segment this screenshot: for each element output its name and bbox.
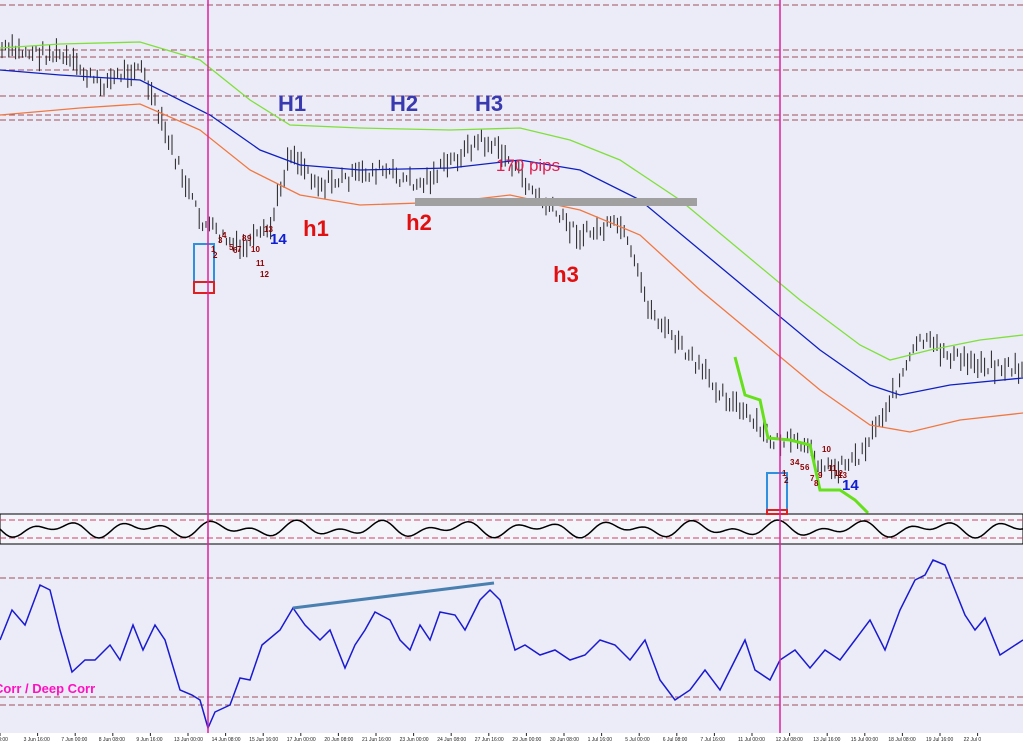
time-axis-label: 8 Jun 08:00 — [99, 737, 125, 743]
count-label: 8 — [814, 479, 819, 488]
count-label: 14 — [842, 477, 859, 494]
time-axis-label: 24 Jun 08:00 — [437, 737, 466, 743]
time-axis-label: 14 Jun 08:00 — [212, 737, 241, 743]
trough-label: h2 — [406, 210, 432, 235]
time-axis-label: 30 Jun 08:00 — [550, 737, 579, 743]
price-bars — [1, 34, 1023, 484]
count-label: 11 — [256, 259, 265, 268]
time-axis-label: 1 Jul 16:00 — [588, 737, 613, 743]
time-axis-label: 7 Jun 00:00 — [61, 737, 87, 743]
time-axis-label: 15 Jun 16:00 — [249, 737, 278, 743]
time-axis-label: 23 Jun 00:00 — [400, 737, 429, 743]
count-label: 14 — [270, 231, 287, 248]
distance-label: 170 pips — [496, 156, 560, 175]
peak-label: H1 — [278, 91, 306, 116]
oscillator-panel — [0, 513, 1023, 545]
time-axis-label: 17 Jun 00:00 — [287, 737, 316, 743]
time-axis-label: 13 Jun 00:00 — [174, 737, 203, 743]
count-label: 9 — [247, 234, 252, 243]
time-axis-label: 13 Jul 16:00 — [813, 737, 840, 743]
peak-label: H3 — [475, 91, 503, 116]
time-axis-label: 15 Jul 00:00 — [851, 737, 878, 743]
time-axis-strip — [0, 733, 1023, 747]
oscillator-line — [0, 519, 1023, 539]
time-axis-label: 7 Jul 16:00 — [700, 737, 725, 743]
time-axis-label: 21 Jun 16:00 — [362, 737, 391, 743]
count-label: 3 — [218, 236, 223, 245]
count-label: 12 — [834, 469, 843, 478]
time-axis-label: Jun 08:00 — [0, 737, 8, 743]
middle-band — [0, 69, 1023, 396]
count-label: 1 — [211, 245, 216, 254]
stop-box — [193, 281, 215, 294]
stop-box — [766, 509, 788, 515]
count-label: 10 — [251, 245, 260, 254]
time-axis-label: 11 Jul 00:00 — [738, 737, 765, 743]
count-label: 5 — [800, 463, 805, 472]
count-label: 7 — [810, 474, 815, 483]
time-axis-label: 20 Jun 08:00 — [324, 737, 353, 743]
count-label: 1 — [782, 469, 787, 478]
indicator-label: Corr / Deep Corr — [0, 681, 95, 696]
time-axis-label: 3 Jun 16:00 — [24, 737, 50, 743]
time-axis-label: 5 Jul 00:00 — [625, 737, 650, 743]
resistance-zone — [415, 198, 697, 206]
time-axis-label: 19 Jul 16:00 — [926, 737, 953, 743]
count-label: 3 — [790, 458, 795, 467]
time-axis-label: 27 Jun 16:00 — [475, 737, 504, 743]
count-label: 4 — [222, 231, 227, 240]
count-label: 11 — [828, 464, 837, 473]
upper-band — [0, 41, 1023, 361]
count-label: 2 — [213, 251, 218, 260]
count-label: 6 — [233, 246, 238, 255]
count-label: 12 — [260, 270, 269, 279]
time-axis-label: 29 Jun 00:00 — [512, 737, 541, 743]
time-axis-label: 18 Jul 08:00 — [888, 737, 915, 743]
count-label: 7 — [237, 245, 242, 254]
trough-label: h3 — [553, 262, 579, 287]
count-label: 10 — [822, 445, 831, 454]
count-label: 8 — [242, 234, 247, 243]
time-axis-label: 6 Jul 08:00 — [663, 737, 688, 743]
time-axis-label: 12 Jul 08:00 — [776, 737, 803, 743]
correlation-line — [0, 559, 1023, 731]
count-label: 2 — [784, 476, 789, 485]
peak-label: H2 — [390, 91, 418, 116]
time-axis-label: 9 Jun 16:00 — [136, 737, 162, 743]
trailing-stop — [733, 356, 870, 515]
count-label: 6 — [805, 463, 810, 472]
count-label: 9 — [818, 471, 823, 480]
count-label: 5 — [229, 243, 234, 252]
divergence-line — [292, 581, 495, 610]
time-axis-label: 22 Jul 0 — [964, 737, 982, 743]
count-label: 13 — [264, 225, 273, 234]
trough-label: h1 — [303, 216, 329, 241]
count-label: 4 — [795, 458, 800, 467]
count-label: 13 — [838, 471, 847, 480]
